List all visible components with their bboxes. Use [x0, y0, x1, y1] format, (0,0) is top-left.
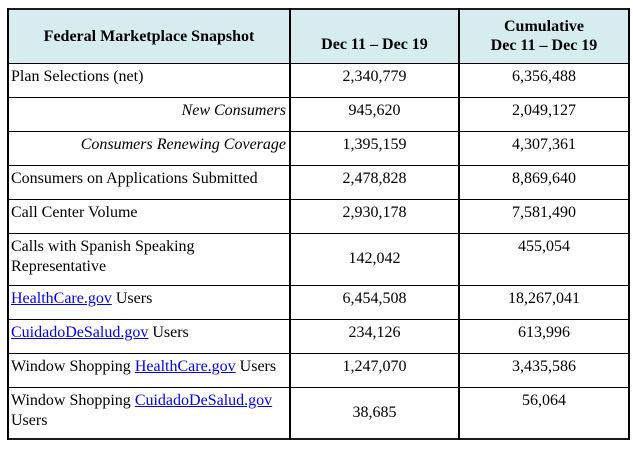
table-title: Federal Marketplace Snapshot: [7, 8, 291, 64]
row-label-text: Window Shopping: [11, 391, 135, 409]
weekly-value-cell: 6,454,508: [289, 284, 460, 320]
table-header-row: Federal Marketplace Snapshot Dec 11 – De…: [7, 8, 630, 64]
row-label-cell: Window Shopping CuidadoDeSalud.gov Users: [7, 386, 291, 440]
row-label-cell: Calls with Spanish Speaking Representati…: [7, 232, 291, 286]
table-row: Plan Selections (net) 2,340,779 6,356,488: [7, 62, 630, 98]
weekly-value-cell: 1,395,159: [289, 130, 460, 166]
weekly-value-cell: 2,340,779: [289, 62, 460, 98]
row-label-text: Users: [235, 357, 277, 375]
weekly-value-cell: 234,126: [289, 318, 460, 354]
cumulative-value-cell: 7,581,490: [458, 198, 630, 234]
cumulative-value-cell: 6,356,488: [458, 62, 630, 98]
weekly-value-cell: 2,478,828: [289, 164, 460, 200]
weekly-value-cell: 38,685: [289, 386, 460, 440]
row-label-cell: Window Shopping HealthCare.gov Users: [7, 352, 291, 388]
weekly-value-cell: 945,620: [289, 96, 460, 132]
table-row: Calls with Spanish Speaking Representati…: [7, 232, 630, 286]
column-header-weekly: Dec 11 – Dec 19: [289, 8, 460, 64]
cumulative-value-cell: 18,267,041: [458, 284, 630, 320]
table-row: Window Shopping HealthCare.gov Users 1,24…: [7, 352, 630, 388]
row-label-cell: Consumers on Applications Submitted: [7, 164, 291, 200]
row-label-text: New Consumers: [181, 101, 286, 119]
row-label-text: Calls with Spanish Speaking Representati…: [11, 237, 195, 275]
row-label-cell: Call Center Volume: [7, 198, 291, 234]
row-label-cell: CuidadoDeSalud.gov Users: [7, 318, 291, 354]
row-label-text: Consumers on Applications Submitted: [11, 169, 258, 187]
row-label-text: Window Shopping: [11, 357, 135, 375]
cuidadodesalud-gov-link[interactable]: CuidadoDeSalud.gov: [134, 391, 273, 409]
healthcare-gov-link[interactable]: HealthCare.gov: [11, 289, 112, 307]
table-row: Call Center Volume 2,930,178 7,581,490: [7, 198, 630, 234]
row-label-text: Users: [148, 323, 189, 341]
row-label-text: Consumers Renewing Coverage: [80, 135, 286, 153]
table-row: Consumers on Applications Submitted 2,478…: [7, 164, 630, 200]
cumulative-header-line2: Dec 11 – Dec 19: [490, 37, 598, 55]
row-label-text: Users: [11, 411, 48, 429]
row-label-cell: New Consumers: [7, 96, 291, 132]
cumulative-value-cell: 455,054: [458, 232, 630, 286]
row-label-text: Users: [111, 289, 153, 307]
weekly-value-cell: 2,930,178: [289, 198, 460, 234]
cuidadodesalud-gov-link[interactable]: CuidadoDeSalud.gov: [11, 323, 149, 341]
table-body: Plan Selections (net) 2,340,779 6,356,488 N…: [7, 62, 630, 440]
table-row: HealthCare.gov Users 6,454,508 18,267,041: [7, 284, 630, 320]
row-label-text: Plan Selections (net): [11, 67, 144, 85]
table-row: New Consumers 945,620 2,049,127: [7, 96, 630, 132]
table-row: CuidadoDeSalud.gov Users 234,126 613,996: [7, 318, 630, 354]
healthcare-gov-link[interactable]: HealthCare.gov: [134, 357, 236, 375]
weekly-value-cell: 1,247,070: [289, 352, 460, 388]
row-label-text: Call Center Volume: [11, 203, 138, 221]
row-label-cell: Plan Selections (net): [7, 62, 291, 98]
cumulative-value-cell: 8,869,640: [458, 164, 630, 200]
row-label-cell: HealthCare.gov Users: [7, 284, 291, 320]
cumulative-value-cell: 3,435,586: [458, 352, 630, 388]
column-header-cumulative: Cumulative Dec 11 – Dec 19: [458, 8, 630, 64]
cumulative-value-cell: 613,996: [458, 318, 630, 354]
weekly-value-cell: 142,042: [289, 232, 460, 286]
table-row: Consumers Renewing Coverage 1,395,159 4,30…: [7, 130, 630, 166]
federal-marketplace-snapshot-table: Federal Marketplace Snapshot Dec 11 – De…: [7, 8, 630, 440]
cumulative-value-cell: 2,049,127: [458, 96, 630, 132]
table-row: Window Shopping CuidadoDeSalud.gov Users…: [7, 386, 630, 440]
row-label-cell: Consumers Renewing Coverage: [7, 130, 291, 166]
cumulative-header-line1: Cumulative: [504, 18, 584, 36]
cumulative-value-cell: 4,307,361: [458, 130, 630, 166]
cumulative-value-cell: 56,064: [458, 386, 630, 440]
